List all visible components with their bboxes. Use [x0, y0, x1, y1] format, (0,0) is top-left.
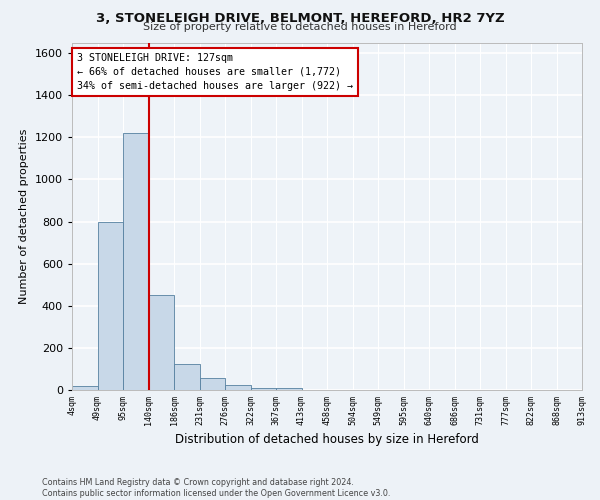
Bar	[199, 378, 225, 390]
Bar	[174, 364, 199, 390]
Bar	[123, 133, 149, 390]
Text: 3, STONELEIGH DRIVE, BELMONT, HEREFORD, HR2 7YZ: 3, STONELEIGH DRIVE, BELMONT, HEREFORD, …	[95, 12, 505, 26]
Bar	[97, 222, 123, 390]
Bar	[225, 386, 251, 390]
Bar	[251, 388, 276, 390]
X-axis label: Distribution of detached houses by size in Hereford: Distribution of detached houses by size …	[175, 433, 479, 446]
Bar	[276, 388, 302, 390]
Text: Contains HM Land Registry data © Crown copyright and database right 2024.
Contai: Contains HM Land Registry data © Crown c…	[42, 478, 391, 498]
Bar	[149, 295, 174, 390]
Text: Size of property relative to detached houses in Hereford: Size of property relative to detached ho…	[143, 22, 457, 32]
Y-axis label: Number of detached properties: Number of detached properties	[19, 128, 29, 304]
Text: 3 STONELEIGH DRIVE: 127sqm
← 66% of detached houses are smaller (1,772)
34% of s: 3 STONELEIGH DRIVE: 127sqm ← 66% of deta…	[77, 53, 353, 91]
Bar	[72, 386, 97, 390]
